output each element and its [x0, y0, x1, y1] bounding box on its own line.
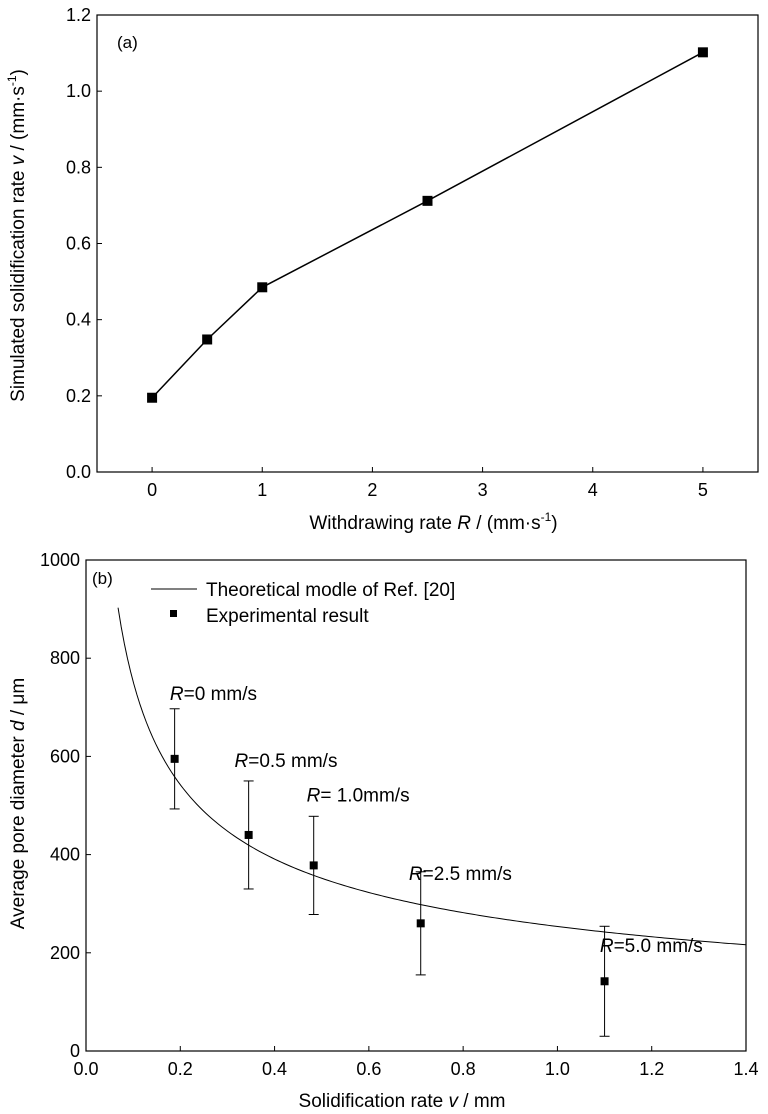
panel-b-y-tick-label: 0 — [70, 1041, 80, 1061]
panel-a-x-axis-title: Withdrawing rate R / (mm·s-1) — [309, 510, 557, 534]
panel-b-plot-frame — [85, 559, 747, 1052]
panel-b-annotation-var: R — [409, 864, 423, 885]
panel-b-annotation: R=0 mm/s — [170, 684, 257, 705]
panel-b-annotation-value: =0.5 mm/s — [248, 751, 337, 772]
panel-a-x-tick-label: 2 — [367, 480, 377, 500]
legend-entry-theory: Theoretical modle of Ref. [20] — [206, 580, 455, 601]
panel-b-annotation: R=2.5 mm/s — [409, 864, 512, 885]
panel-b-x-tick-label: 1.0 — [545, 1059, 570, 1079]
panel-a-y-tick-label: 1.0 — [66, 81, 91, 101]
panel-b-x-tick-label: 0.4 — [262, 1059, 287, 1079]
panel-b-y-axis-title: Average pore diameter d / μm — [8, 678, 29, 929]
panel-a-series-line — [151, 51, 704, 399]
panel-b-series — [117, 607, 747, 1037]
panel-b-data-point — [600, 977, 609, 986]
panel-b-y-tick-label: 1000 — [40, 550, 80, 570]
panel-b-x-tick-label: 0.6 — [356, 1059, 381, 1079]
panel-a-x-tick-label: 0 — [147, 480, 157, 500]
panel-b-x-tick-label: 0.0 — [73, 1059, 98, 1079]
panel-b-x-tick-label: 1.2 — [639, 1059, 664, 1079]
panel-a-chart: (a) 0 1 2 3 4 5 0.0 0.2 0.4 0.6 0.8 1.0 1.2 Withdraw… — [5, 5, 759, 534]
panel-a-data-point — [257, 282, 268, 293]
panel-a-y-tick-label: 0.0 — [66, 462, 91, 482]
panel-b-annotation-value: = 1.0mm/s — [320, 786, 409, 807]
panel-b-annotations: R=0 mm/sR=0.5 mm/sR= 1.0mm/sR=2.5 mm/sR=… — [170, 684, 703, 957]
panel-a-y-tick-label: 1.2 — [66, 5, 91, 25]
panel-b-ticks: 0.0 0.2 0.4 0.6 0.8 1.0 1.2 1.4 0 200 400 600 800 100… — [40, 550, 759, 1079]
panel-b-y-tick-label: 600 — [50, 746, 80, 766]
panel-a-data-point — [422, 195, 433, 206]
panel-a-x-tick-label: 3 — [478, 480, 488, 500]
panel-b-data-point — [170, 754, 179, 763]
panel-b-annotation-var: R — [170, 684, 184, 705]
panel-b-data-point — [416, 919, 425, 928]
panel-a-x-tick-label: 1 — [257, 480, 267, 500]
panel-b-annotation-value: =2.5 mm/s — [423, 864, 512, 885]
panel-a-data-point — [697, 47, 708, 58]
panel-a-y-tick-label: 0.2 — [66, 386, 91, 406]
panel-b-annotation-value: =5.0 mm/s — [614, 936, 703, 957]
panel-b-y-tick-label: 400 — [50, 845, 80, 865]
panel-a-series — [147, 47, 708, 403]
panel-b-data-point — [309, 861, 318, 870]
legend-entry-experimental: Experimental result — [206, 606, 369, 627]
panel-a-plot-frame — [96, 14, 759, 473]
panel-a-y-tick-label: 0.8 — [66, 157, 91, 177]
panel-b-y-tick-label: 800 — [50, 648, 80, 668]
panel-a-data-point — [147, 392, 158, 403]
panel-a-x-tick-label: 4 — [588, 480, 598, 500]
panel-b-annotation: R= 1.0mm/s — [307, 786, 410, 807]
panel-b-annotation: R=0.5 mm/s — [235, 751, 338, 772]
panel-b-annotation-value: =0 mm/s — [184, 684, 257, 705]
legend-square-swatch — [170, 610, 177, 617]
panel-b-annotation-var: R — [235, 751, 249, 772]
panel-b-chart: (b) 0.0 0.2 0.4 0.6 0.8 1.0 1.2 1.4 0 200 400 600 80… — [8, 550, 759, 1112]
panel-b-annotation-var: R — [600, 936, 614, 957]
panel-b-x-axis-title: Solidification rate v / mm — [299, 1091, 506, 1112]
panel-b-annotation-var: R — [307, 786, 321, 807]
panel-a-ticks: 0 1 2 3 4 5 0.0 0.2 0.4 0.6 0.8 1.0 1.2 — [66, 5, 708, 500]
panel-b-x-tick-label: 0.8 — [451, 1059, 476, 1079]
panel-a-data-point — [202, 334, 213, 345]
panel-b-x-tick-label: 0.2 — [168, 1059, 193, 1079]
panel-a-x-tick-label: 5 — [698, 480, 708, 500]
panel-b-theory-curve — [117, 607, 747, 946]
panel-b-legend: Theoretical modle of Ref. [20] Experimen… — [151, 580, 455, 627]
panel-b-data-point — [244, 830, 253, 839]
panel-a-y-axis-title: Simulated solidification rate v / (mm·s-… — [5, 69, 29, 402]
panel-a-y-tick-label: 0.6 — [66, 234, 91, 254]
panel-b-x-tick-label: 1.4 — [733, 1059, 758, 1079]
panel-a-label: (a) — [117, 33, 138, 52]
panel-b-y-tick-label: 200 — [50, 943, 80, 963]
panel-a-y-tick-label: 0.4 — [66, 310, 91, 330]
panel-b-annotation: R=5.0 mm/s — [600, 936, 703, 957]
panel-b-label: (b) — [92, 569, 113, 588]
